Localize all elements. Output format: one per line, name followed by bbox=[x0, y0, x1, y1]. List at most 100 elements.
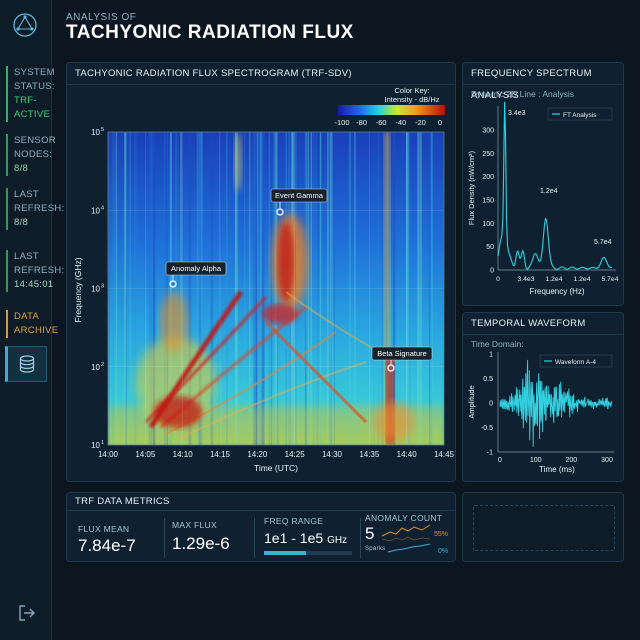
spectrum-chart[interactable]: 300 250 200 150 100 50 0 0 3.4e3 1.2e4 1.2e4 5.7e4… bbox=[462, 62, 624, 306]
x-tick-label: 14:05 bbox=[135, 450, 156, 459]
annotation-anomaly-alpha-label: Anomaly Alpha bbox=[171, 264, 222, 273]
spectrogram-heatmap bbox=[108, 132, 444, 445]
spectrum-y-tick: 200 bbox=[482, 174, 494, 181]
sparks-label: Sparks bbox=[365, 546, 386, 552]
max-flux-value: 1.29e-6 bbox=[172, 534, 230, 553]
waveform-title: TEMPORAL WAVEFORM bbox=[463, 313, 623, 335]
refresh1-value: 8/8 bbox=[14, 217, 29, 228]
spectrum-x-tick: 3.4e3 bbox=[517, 276, 534, 283]
waveform-legend bbox=[539, 354, 613, 368]
freq-range-value: 1e1 - 1e5 GHz bbox=[264, 530, 347, 546]
y-tick-label: 10 3 bbox=[91, 284, 104, 294]
waveform-y-tick: -0.5 bbox=[481, 425, 493, 432]
status-label: SYSTEM STATUS: bbox=[14, 67, 55, 92]
metrics-title: TRF DATA METRICS bbox=[67, 493, 455, 511]
sensor-value: 8/8 bbox=[14, 163, 29, 174]
sparkline-orange bbox=[381, 524, 431, 537]
x-tick-label: 14:15 bbox=[210, 450, 231, 459]
color-key-tick: -40 bbox=[395, 118, 406, 127]
color-key-subtitle: Intensity - dB/Hz bbox=[384, 95, 439, 104]
annotation-beta-signature[interactable]: Beta Signature bbox=[371, 346, 433, 372]
waveform-x-tick: 200 bbox=[565, 457, 577, 464]
svg-text:10: 10 bbox=[91, 206, 100, 215]
spectrum-panel: FREQUENCY SPECTRUM ANALYSIS Dynamic 2D L… bbox=[462, 62, 624, 306]
anomaly-count-label: ANOMALY COUNT bbox=[365, 513, 443, 523]
spectrum-x-tick: 0 bbox=[496, 276, 500, 283]
svg-text:10: 10 bbox=[91, 441, 100, 450]
spectrum-x-ticks: 0 3.4e3 1.2e4 1.2e4 5.7e4 bbox=[496, 276, 619, 283]
anomaly-pct-bottom: 0% bbox=[438, 548, 448, 555]
spectrogram-x-label: Time (UTC) bbox=[254, 463, 298, 473]
status-value: TRF-ACTIVE bbox=[14, 95, 51, 120]
color-key-title: Color Key: bbox=[394, 86, 429, 95]
system-status: SYSTEM STATUS: TRF-ACTIVE bbox=[6, 66, 55, 122]
spectrogram-title: TACHYONIC RADIATION FLUX SPECTROGRAM (TR… bbox=[67, 63, 455, 85]
refresh2-value: 14:45:01 bbox=[14, 279, 54, 290]
last-refresh-2: LAST REFRESH: 14:45:01 bbox=[6, 250, 64, 292]
refresh2-label: LAST REFRESH: bbox=[14, 251, 65, 276]
refresh1-label: LAST REFRESH: bbox=[14, 189, 65, 214]
sidebar: SYSTEM STATUS: TRF-ACTIVE SENSOR NODES: … bbox=[0, 0, 64, 640]
color-key-tick: -20 bbox=[415, 118, 426, 127]
waveform-y-tick: 0 bbox=[489, 401, 493, 408]
svg-text:10: 10 bbox=[91, 128, 100, 137]
x-tick-label: 14:20 bbox=[247, 450, 268, 459]
sensor-label: SENSOR NODES: bbox=[14, 135, 56, 160]
metric-divider bbox=[360, 518, 361, 558]
anomaly-pct-top: 55% bbox=[434, 531, 448, 538]
y-tick-label: 10 4 bbox=[91, 205, 104, 215]
anomaly-sparklines: 55% 0% bbox=[381, 524, 448, 555]
spectrum-x-tick: 1.2e4 bbox=[573, 276, 590, 283]
data-archive-link[interactable]: DATA ARCHIVE bbox=[6, 310, 58, 338]
spectrum-x-tick: 1.2e4 bbox=[545, 276, 562, 283]
svg-text:2: 2 bbox=[101, 362, 104, 368]
y-tick-label: 10 2 bbox=[91, 362, 104, 372]
waveform-series-line bbox=[499, 359, 613, 447]
waveform-y-label: Amplitude bbox=[467, 385, 476, 418]
waveform-subtitle: Time Domain: bbox=[471, 339, 524, 349]
waveform-x-tick: 300 bbox=[601, 457, 613, 464]
svg-text:10: 10 bbox=[91, 285, 100, 294]
waveform-chart[interactable]: 1 0.5 0 -0.5 -1 0 100 200 300 Waveform A-4 Ampl… bbox=[462, 312, 624, 482]
spectrum-series-line bbox=[497, 101, 613, 271]
page-title: TACHYONIC RADIATION FLUX bbox=[66, 22, 354, 43]
logo-icon[interactable] bbox=[12, 12, 38, 38]
color-key-bar bbox=[338, 105, 445, 115]
waveform-x-label: Time (ms) bbox=[539, 465, 575, 474]
annotation-anomaly-alpha[interactable]: Anomaly Alpha bbox=[165, 261, 227, 288]
x-tick-label: 14:35 bbox=[359, 450, 380, 459]
annotation-event-gamma[interactable]: Event Gamma bbox=[270, 188, 328, 216]
color-key-ticks: -100 -80 -60 -40 -20 0 bbox=[334, 118, 442, 127]
spectrum-peak-label-3: 5.7e4 bbox=[594, 239, 612, 246]
freq-range-label: FREQ RANGE bbox=[264, 516, 324, 526]
x-tick-label: 14:10 bbox=[173, 450, 194, 459]
database-button[interactable] bbox=[5, 346, 47, 382]
spectrum-y-tick: 0 bbox=[490, 268, 494, 275]
annotation-event-gamma-label: Event Gamma bbox=[275, 191, 324, 200]
database-icon bbox=[19, 355, 35, 373]
color-key-tick: 0 bbox=[438, 118, 442, 127]
spectrum-legend-label: FT Analysis bbox=[563, 112, 597, 119]
header-subtitle: ANALYSIS OF bbox=[66, 12, 137, 23]
last-refresh-1: LAST REFRESH: 8/8 bbox=[6, 188, 64, 230]
y-tick-label: 10 5 bbox=[91, 127, 104, 137]
svg-text:4: 4 bbox=[101, 205, 104, 211]
spectrum-y-tick: 150 bbox=[482, 198, 494, 205]
x-tick-label: 14:00 bbox=[98, 450, 119, 459]
metrics-panel: TRF DATA METRICS bbox=[66, 492, 456, 562]
spectrum-title: FREQUENCY SPECTRUM ANALYSIS bbox=[463, 63, 623, 101]
metric-divider bbox=[254, 518, 255, 558]
spectrum-legend bbox=[547, 107, 613, 121]
freq-range-bar-track bbox=[264, 551, 352, 555]
svg-text:5: 5 bbox=[101, 127, 104, 133]
logout-icon[interactable] bbox=[18, 604, 36, 622]
x-tick-label: 14:45 bbox=[434, 450, 455, 459]
x-tick-label: 14:30 bbox=[322, 450, 343, 459]
spectrum-y-tick: 50 bbox=[486, 244, 494, 251]
spectrum-peak-label-1: 3.4e3 bbox=[508, 110, 526, 117]
waveform-y-ticks: 1 0.5 0 -0.5 -1 bbox=[481, 352, 493, 457]
placeholder-area bbox=[473, 505, 615, 551]
spectrogram-chart[interactable]: Color Key: Intensity - dB/Hz -100 -80 -60-… bbox=[66, 62, 456, 482]
waveform-y-tick: 0.5 bbox=[483, 376, 493, 383]
